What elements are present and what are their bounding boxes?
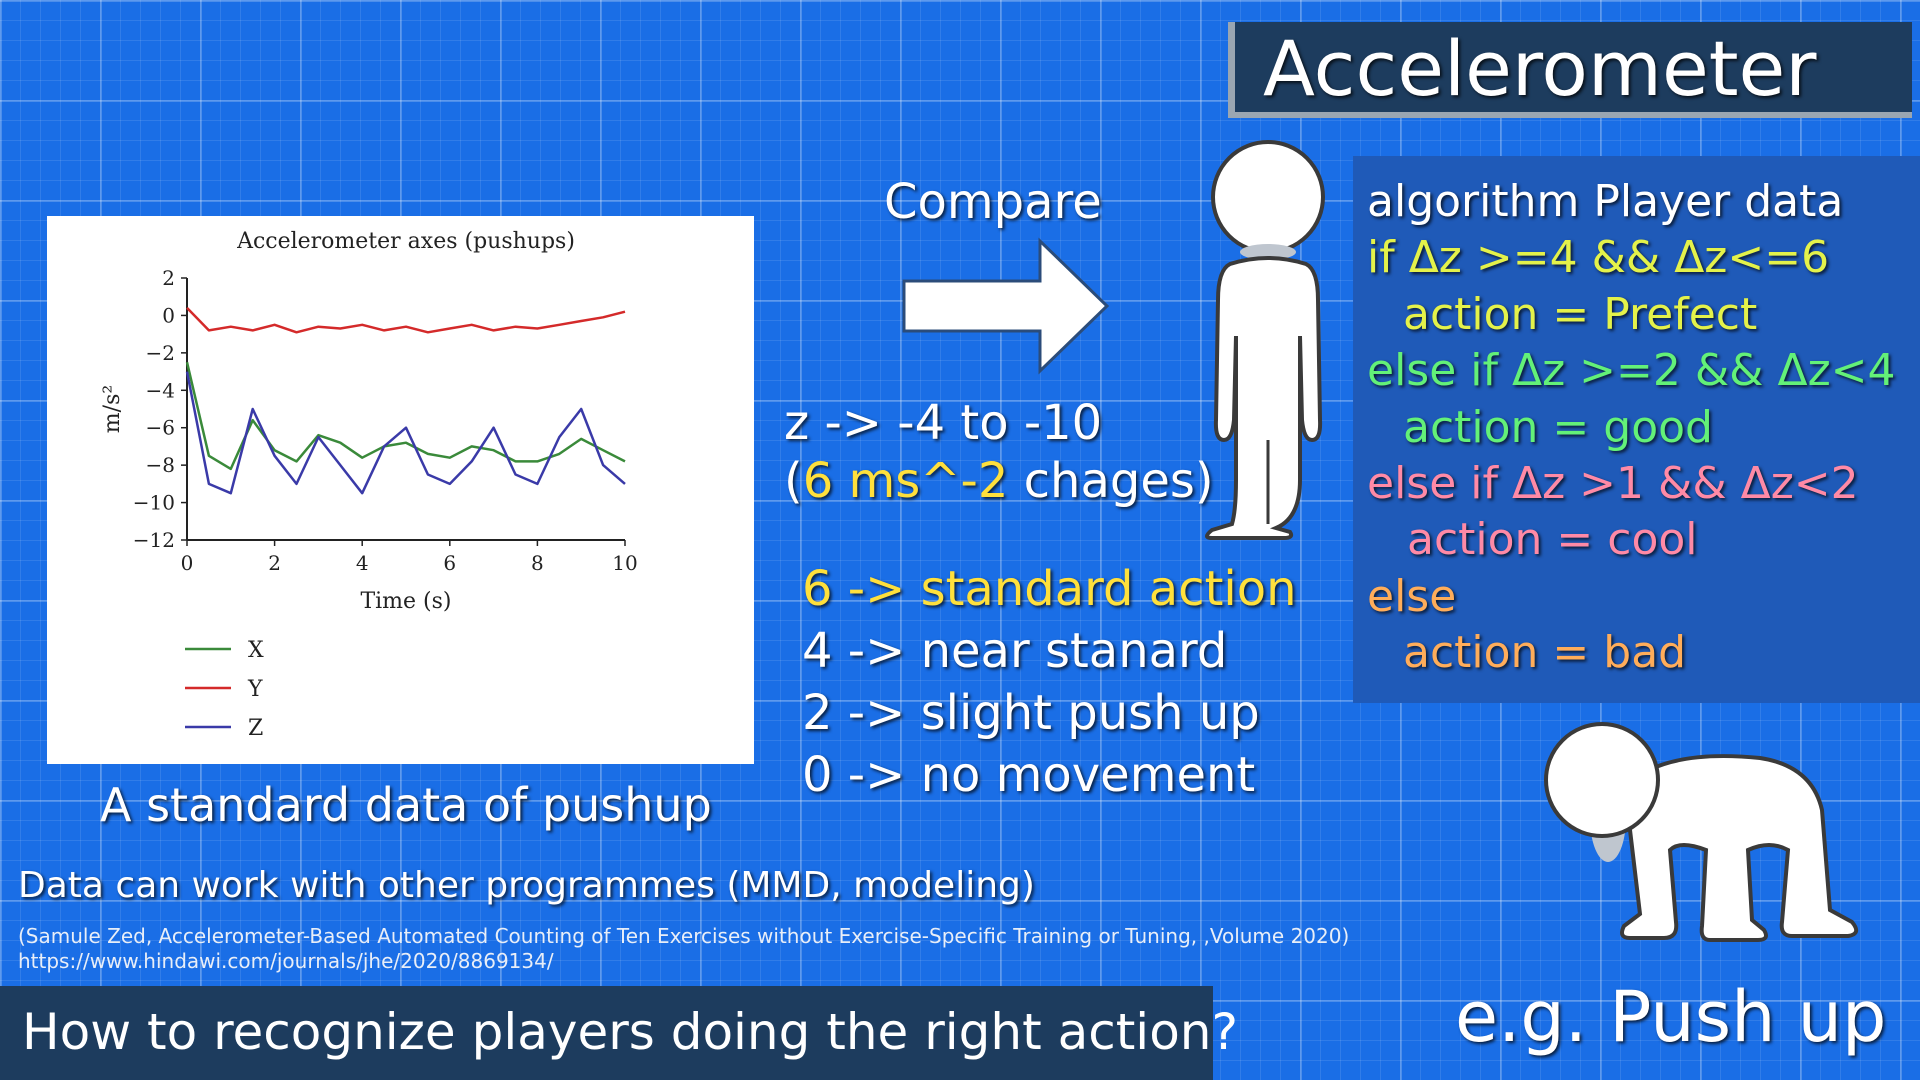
y-tick-label: −10 [133,491,175,515]
title-box: Accelerometer [1228,22,1912,118]
y-tick-label: 0 [162,303,175,327]
page-title: Accelerometer [1263,24,1817,113]
right-arrow-icon [902,237,1110,375]
chart-title: Accelerometer axes (pushups) [236,229,575,254]
x-tick-label: 0 [181,551,194,575]
x-tick-label: 4 [356,551,369,575]
algorithm-panel: algorithm Player data if Δz >=4 && Δz<=6… [1353,156,1920,703]
question-bar: How to recognize players doing the right… [0,986,1238,1080]
z-change-paren: ( [784,453,803,509]
algorithm-condition: else [1367,570,1457,622]
algorithm-condition: else if Δz >1 && Δz<2 [1367,458,1859,510]
z-change-rest: chages) [1008,453,1214,509]
compare-label: Compare [884,174,1102,230]
x-tick-label: 6 [443,551,456,575]
x-tick-label: 10 [612,551,637,575]
chart-caption: A standard data of pushup [100,778,712,832]
standard-item: 6 -> standard action [802,561,1297,617]
example-label: e.g. Push up [1455,976,1887,1058]
programs-note: Data can work with other programmes (MMD… [18,865,1035,906]
y-tick-label: −4 [146,378,175,402]
z-range-line: z -> -4 to -10 [784,395,1103,451]
legend-label: Y [247,677,263,702]
z-range-text: z -> -4 to -10 (6 ms^-2 chages) [784,394,1214,510]
legend-label: Z [248,716,263,741]
y-tick-label: −8 [146,453,175,477]
algorithm-action: action = good [1403,401,1713,453]
question-text: How to recognize players doing the right… [22,1003,1239,1061]
y-tick-label: −6 [146,416,175,440]
accelerometer-chart-panel: Accelerometer axes (pushups) 2 0 −2 −4 −6 −8 −1… [47,216,754,764]
series-line-z [185,371,626,495]
standard-item: 0 -> no movement [802,747,1256,803]
x-axis-label: Time (s) [360,589,451,614]
y-axis-label: m/s² [100,385,125,433]
standard-item: 4 -> near stanard [802,623,1228,679]
citation: (Samule Zed, Accelerometer-Based Automat… [18,924,1349,974]
z-change-highlight: 6 ms^-2 [802,453,1009,509]
x-tick-label: 8 [531,551,544,575]
standard-list: 6 -> standard action 4 -> near stanard 2… [802,558,1297,806]
y-tick-label: 2 [162,266,175,290]
algorithm-condition: else if Δz >=2 && Δz<4 [1367,345,1896,397]
algorithm-action: action = Prefect [1403,288,1758,340]
algorithm-action: action = bad [1403,627,1687,679]
legend-label: X [248,638,264,663]
x-tick-label: 2 [268,551,281,575]
series-line-x [185,361,626,471]
standard-item: 2 -> slight push up [802,685,1260,741]
series-line-y [186,307,626,334]
citation-reference: (Samule Zed, Accelerometer-Based Automat… [18,924,1350,948]
algorithm-action: action = cool [1407,514,1698,566]
y-tick-label: −2 [146,341,175,365]
standing-figure-icon [1205,140,1325,540]
algorithm-header: algorithm Player data [1367,176,1844,227]
accelerometer-chart: Accelerometer axes (pushups) 2 0 −2 −4 −6 −8 −1… [100,229,638,741]
z-change-line: (6 ms^-2 chages) [784,452,1214,510]
algorithm-condition: if Δz >=4 && Δz<=6 [1367,232,1830,284]
citation-url: https://www.hindawi.com/journals/jhe/202… [18,949,554,973]
crawling-figure-icon [1544,722,1859,942]
y-tick-label: −12 [133,528,175,552]
